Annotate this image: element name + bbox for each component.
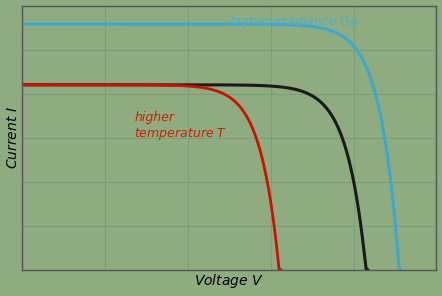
Text: higher
temperature $T$: higher temperature $T$ bbox=[134, 111, 228, 142]
X-axis label: Voltage $V$: Voltage $V$ bbox=[194, 272, 264, 290]
Y-axis label: Current $I$: Current $I$ bbox=[6, 106, 19, 169]
Text: higher irradiance $G_M$: higher irradiance $G_M$ bbox=[229, 14, 359, 30]
